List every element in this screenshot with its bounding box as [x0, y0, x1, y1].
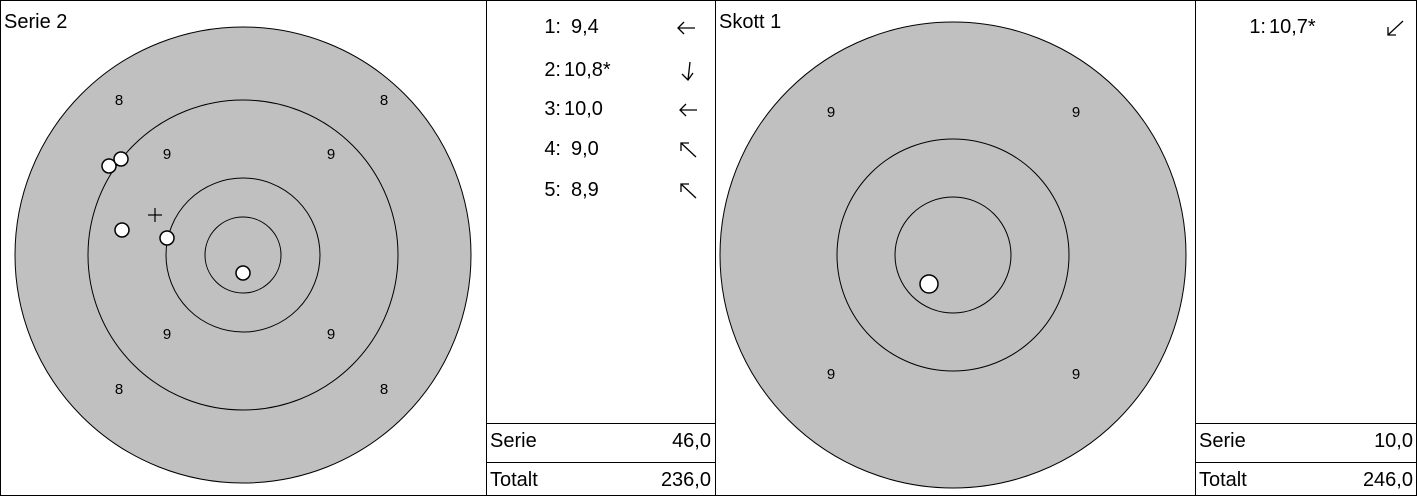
shot-hole[interactable]: [235, 265, 251, 281]
total-sum-value: 236,0: [660, 469, 711, 491]
shot-row[interactable]: 3: 10,0: [487, 93, 716, 125]
total-sum-label: Totalt: [1199, 469, 1247, 491]
ring-number: 9: [1072, 366, 1080, 383]
ring-number: 8: [115, 92, 123, 109]
left-target-ring-outer: [14, 26, 472, 484]
ring-number: 9: [327, 326, 335, 343]
series-title: Serie 2: [4, 11, 68, 33]
series-sum-label: Serie: [490, 430, 537, 452]
right-target-panel: 9 9 9 9 Skott 1: [715, 0, 1195, 496]
left-target-ring-9: [165, 177, 321, 333]
total-sum-row: Totalt 246,0: [1196, 462, 1417, 496]
total-sum-value: 246,0: [1362, 469, 1413, 491]
arrow-up-left-icon: [680, 142, 697, 158]
ring-number: 9: [327, 146, 335, 163]
right-target-ring-9: [836, 138, 1070, 372]
shot-number: 3:: [544, 98, 561, 120]
shot-number: 1:: [1249, 16, 1266, 38]
shot-number: 4:: [544, 138, 561, 160]
right-target-ring-outer: [719, 21, 1187, 489]
ring-number: 9: [163, 326, 171, 343]
shot-hole[interactable]: [159, 230, 175, 246]
series-sum-row: Serie 46,0: [487, 423, 715, 457]
left-target-panel: 8 8 9 9 9 9 8 8 Serie 2: [0, 0, 486, 496]
right-target: 9 9 9 9: [719, 21, 1187, 489]
series-sum-row: Serie 10,0: [1196, 423, 1417, 457]
shot-row[interactable]: 1: 9,4: [487, 11, 716, 43]
shot-row[interactable]: 2: 10,8*: [487, 54, 716, 86]
mean-point-crosshair-icon: [148, 208, 162, 222]
arrow-left-icon: [677, 21, 695, 35]
left-target-ring-8: [87, 99, 399, 411]
shot-row[interactable]: 4: 9,0: [487, 133, 716, 165]
ring-number: 9: [163, 146, 171, 163]
shot-number: 5:: [544, 179, 561, 201]
shot-score: 9,0: [571, 138, 599, 160]
ring-number: 9: [827, 104, 835, 121]
shot-hole[interactable]: [114, 222, 130, 238]
arrow-down-left-icon: [1387, 20, 1404, 36]
shot-hole[interactable]: [113, 151, 129, 167]
arrow-down-icon: [681, 61, 694, 82]
shot-row[interactable]: 1: 10,7*: [1196, 11, 1417, 43]
ring-number: 8: [380, 92, 388, 109]
shot-title: Skott 1: [719, 11, 782, 33]
ring-number: 8: [380, 381, 388, 398]
left-target-ring-10: [204, 216, 282, 294]
shot-score: 10,8*: [564, 59, 611, 81]
shot-score: 8,9: [571, 179, 599, 201]
shot-row[interactable]: 5: 8,9: [487, 174, 716, 206]
total-sum-label: Totalt: [490, 469, 538, 491]
shot-score: 10,7*: [1269, 16, 1316, 38]
right-target-ring-10: [894, 196, 1012, 314]
left-target: 8 8 9 9 9 9 8 8: [14, 26, 472, 484]
shot-number: 1:: [544, 16, 561, 38]
shot-number: 2:: [544, 59, 561, 81]
arrow-up-left-icon: [680, 183, 697, 199]
series-sum-value: 10,0: [1374, 430, 1413, 452]
series-sum-label: Serie: [1199, 430, 1246, 452]
series-sum-value: 46,0: [672, 430, 711, 452]
ring-number: 8: [115, 381, 123, 398]
ring-number: 9: [827, 366, 835, 383]
shot-hole[interactable]: [101, 158, 117, 174]
left-shot-list-panel: 1: 9,4 2: 10,8* 3: 10,0 4: 9,0 5: 8,9: [486, 0, 715, 496]
shot-score: 10,0: [564, 98, 603, 120]
shot-hole[interactable]: [919, 274, 939, 294]
ring-number: 9: [1072, 104, 1080, 121]
right-shot-list-panel: 1: 10,7* Serie 10,0 Totalt 246,0: [1195, 0, 1417, 496]
shot-score: 9,4: [571, 16, 599, 38]
total-sum-row: Totalt 236,0: [487, 462, 715, 496]
arrow-left-icon: [679, 103, 697, 117]
